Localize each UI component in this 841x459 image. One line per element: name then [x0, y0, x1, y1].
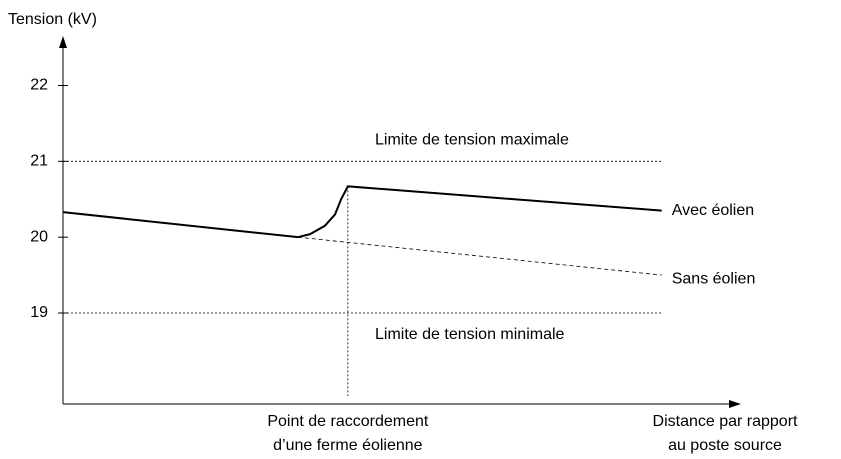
- x-axis-label: Distance par rapport: [653, 413, 799, 430]
- y-tick-label: 21: [30, 153, 48, 170]
- y-axis-arrow: [59, 36, 67, 48]
- y-tick-label: 20: [30, 228, 48, 245]
- series-label: Avec éolien: [672, 202, 754, 219]
- x-axis-arrow: [729, 400, 741, 408]
- series-label: Sans éolien: [672, 270, 756, 287]
- connection-label: d’une ferme éolienne: [273, 437, 423, 454]
- limit-label: Limite de tension minimale: [375, 326, 565, 343]
- y-tick-label: 19: [30, 304, 48, 321]
- limit-label: Limite de tension maximale: [375, 132, 569, 149]
- series-line: [62, 185, 662, 239]
- x-axis-label: au poste source: [668, 437, 782, 454]
- y-tick-label: 22: [30, 77, 48, 94]
- series-line: [297, 236, 662, 276]
- y-axis-label: Tension (kV): [8, 11, 97, 28]
- connection-label: Point de raccordement: [267, 413, 429, 430]
